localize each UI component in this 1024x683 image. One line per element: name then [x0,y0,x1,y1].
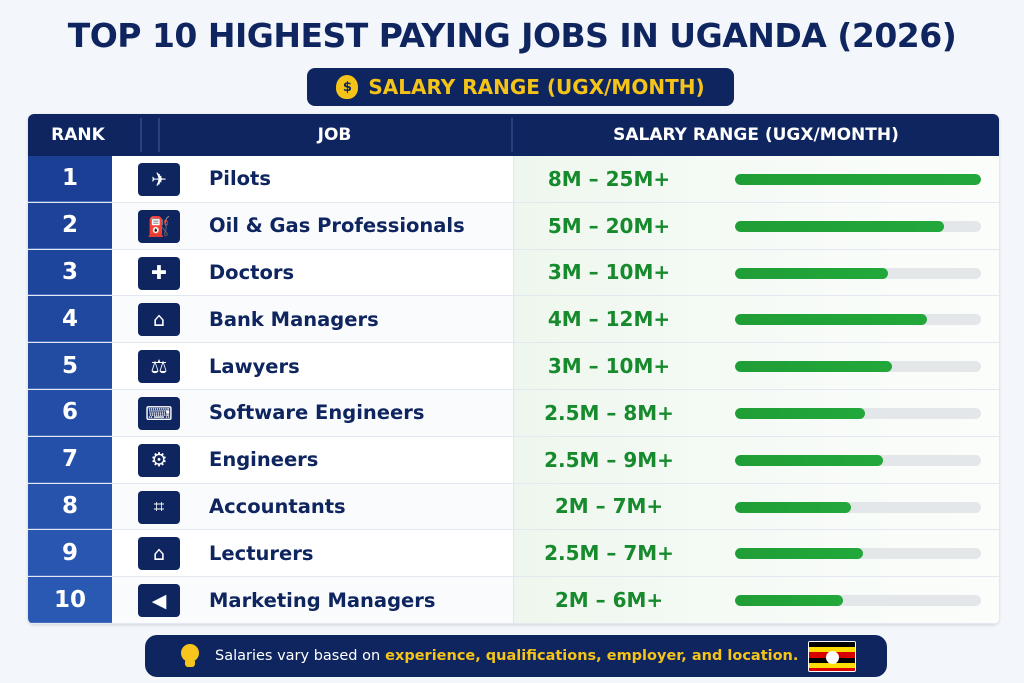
job-label: Oil & Gas Professionals [209,214,465,238]
doctor-icon: ✚ [138,256,180,290]
salary-cell: 2.5M – 7M+ [513,530,999,577]
salary-cell: 2.5M – 8M+ [513,390,999,436]
table-row: 3 ✚ Doctors 3M – 10M+ [28,249,999,297]
header-salary: SALARY RANGE (UGX/MONTH) [613,125,899,145]
job-label: Accountants [209,494,346,518]
salary-bar-track [735,361,981,373]
rank-cell: 1 [28,156,112,202]
salary-bar [735,361,893,373]
subtitle-text: SALARY RANGE (UGX/MONTH) [368,75,705,99]
footer-note: Salaries vary based on experience, quali… [145,635,887,677]
rank-cell: 10 [28,577,112,623]
header-rank: RANK [51,125,105,145]
salary-cell: 5M – 20M+ [513,202,999,249]
salary-label: 2.5M – 8M+ [544,400,674,425]
job-label: Marketing Managers [209,588,436,612]
header-job: JOB [317,125,352,145]
table-row: 7 ⚙ Engineers 2.5M – 9M+ [28,436,999,484]
pilot-icon: ✈ [138,163,180,196]
salary-cell: 8M – 25M+ [513,156,999,202]
salary-label: 5M – 20M+ [547,213,671,238]
job-label: Bank Managers [209,307,379,331]
salary-bar [735,408,866,419]
table-row: 10 ◀ Marketing Managers 2M – 6M+ [28,577,999,624]
rank-cell: 7 [28,436,112,483]
salary-bar-track [735,267,981,279]
salary-bar-track [735,314,981,326]
salary-bar-track [735,595,981,607]
salary-label: 2M – 6M+ [554,588,664,613]
rank-cell: 2 [28,202,112,249]
rank-cell: 9 [28,530,112,577]
rank-cell: 4 [28,296,112,343]
salary-bar [735,267,888,279]
page-title: TOP 10 HIGHEST PAYING JOBS IN UGANDA (20… [67,16,957,55]
footer-text-plain: Salaries vary based on [215,648,381,664]
salary-bar-track [735,501,981,513]
salary-bar-track [735,454,981,466]
rank-cell: 3 [28,249,112,296]
scales-icon: ⚖ [138,350,180,384]
salary-bar [735,220,945,232]
salary-label: 2M – 7M+ [554,494,664,519]
code-monitor-icon: ⌨ [138,397,180,430]
salary-cell: 2M – 6M+ [513,577,999,623]
table-row: 6 ⌨ Software Engineers 2.5M – 8M+ [28,390,999,437]
salary-cell: 2M – 7M+ [513,483,999,530]
job-label: Pilots [209,167,271,191]
salary-label: 2.5M – 9M+ [544,447,674,472]
job-label: Engineers [209,448,319,472]
salary-label: 2.5M – 7M+ [544,541,674,566]
salary-table: RANK JOB SALARY RANGE (UGX/MONTH) 1 ✈ Pilo… [28,114,999,624]
header-divider [158,118,160,152]
header-divider [511,118,513,152]
salary-bar-track [735,220,981,232]
salary-bar [735,314,927,326]
salary-bar-track [735,408,981,419]
job-label: Doctors [209,260,295,284]
rank-cell: 5 [28,343,112,389]
salary-cell: 3M – 10M+ [513,249,999,296]
salary-bar-track [735,174,981,185]
lightbulb-icon [177,642,203,670]
money-bag-icon: $ [336,75,359,99]
salary-bar [735,174,981,185]
footer-text-highlight: experience, qualifications, employer, an… [385,648,799,664]
salary-bar [735,548,863,560]
uganda-flag-icon [808,641,856,672]
gear-icon: ⚙ [138,443,180,477]
calculator-icon: ⌗ [138,490,180,524]
table-header: RANK JOB SALARY RANGE (UGX/MONTH) [28,114,999,156]
salary-bar [735,501,851,513]
oil-rig-icon: ⛽ [138,209,180,243]
salary-label: 4M – 12M+ [547,307,671,332]
salary-bar [735,454,883,466]
footer-text: Salaries vary based on experience, quali… [215,635,798,677]
salary-bar [735,595,844,607]
table-row: 9 ⌂ Lecturers 2.5M – 7M+ [28,530,999,578]
salary-label: 8M – 25M+ [547,166,671,191]
subtitle-banner: $ SALARY RANGE (UGX/MONTH) [307,68,734,106]
table-row: 4 ⌂ Bank Managers 4M – 12M+ [28,296,999,344]
salary-cell: 3M – 10M+ [513,343,999,389]
bank-icon: ⌂ [138,303,180,337]
salary-cell: 4M – 12M+ [513,296,999,343]
rank-cell: 8 [28,483,112,530]
table-row: 1 ✈ Pilots 8M – 25M+ [28,156,999,203]
job-label: Lecturers [209,541,314,565]
megaphone-icon: ◀ [138,584,180,618]
salary-cell: 2.5M – 9M+ [513,436,999,483]
header-divider [140,118,142,152]
salary-label: 3M – 10M+ [547,260,671,285]
salary-label: 3M – 10M+ [547,354,671,379]
table-row: 5 ⚖ Lawyers 3M – 10M+ [28,343,999,390]
salary-bar-track [735,548,981,560]
job-label: Lawyers [209,354,300,378]
graduation-cap-icon: ⌂ [138,537,180,571]
rank-cell: 6 [28,390,112,436]
table-row: 2 ⛽ Oil & Gas Professionals 5M – 20M+ [28,202,999,250]
table-row: 8 ⌗ Accountants 2M – 7M+ [28,483,999,531]
job-label: Software Engineers [209,401,425,425]
